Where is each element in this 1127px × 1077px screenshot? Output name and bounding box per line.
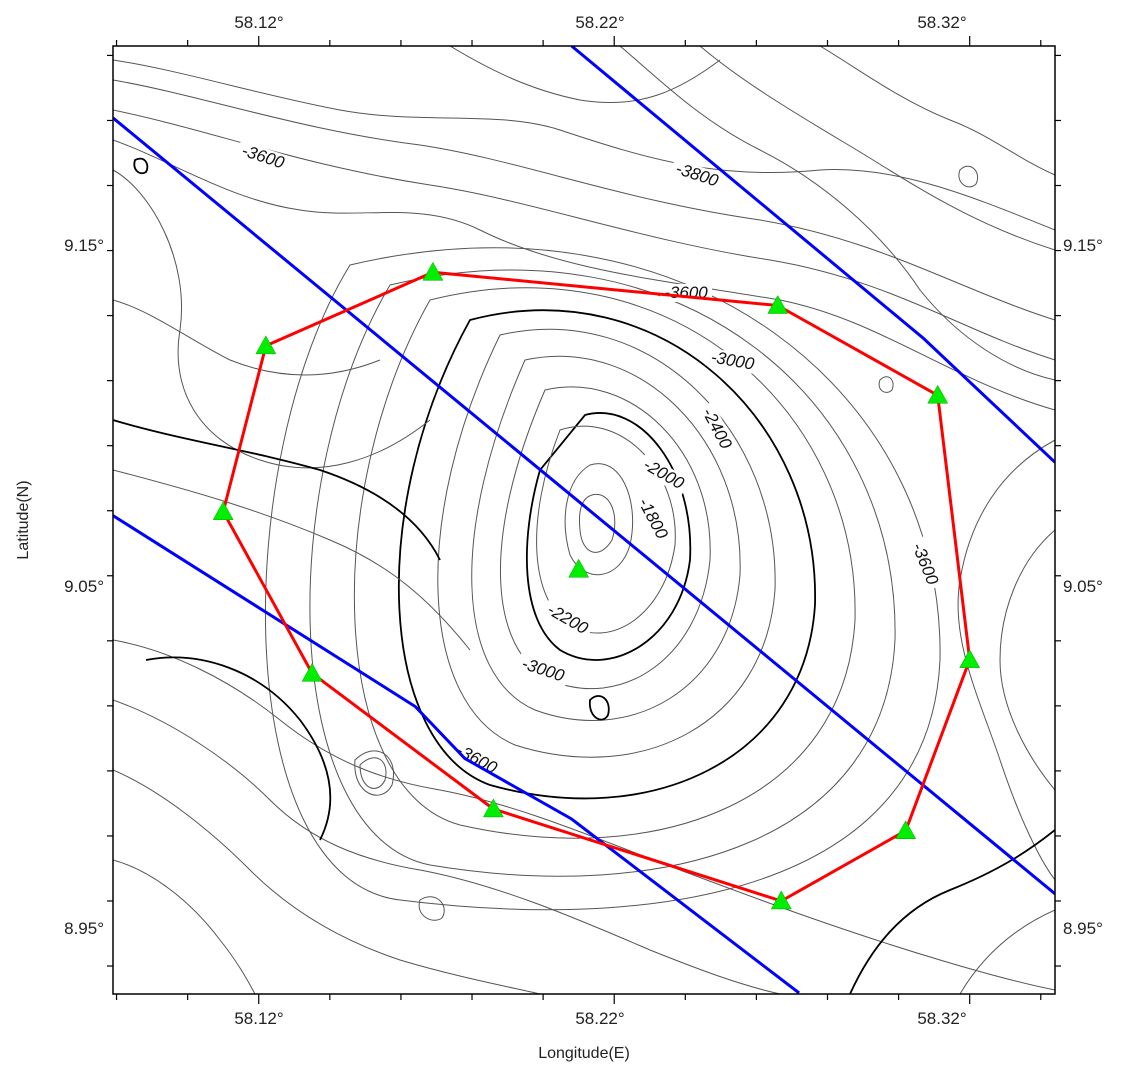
- x-tick-top-1: 58.12°: [234, 13, 283, 32]
- x-tick-bottom-3: 58.32°: [917, 1009, 966, 1028]
- station-marker-11: [255, 335, 277, 355]
- station-marker-10: [212, 501, 234, 520]
- y-tick-right-2: 9.05°: [1063, 577, 1103, 596]
- station-marker-4: [927, 384, 949, 404]
- profile-line-1: [113, 116, 1055, 895]
- profile-line-2: [113, 514, 801, 994]
- y-tick-right-1: 9.15°: [1063, 236, 1103, 255]
- x-tick-top-3: 58.32°: [917, 13, 966, 32]
- contour-label-bg: [906, 536, 943, 592]
- contour-label-bg: [636, 453, 691, 496]
- station-marker-7: [770, 890, 792, 910]
- y-tick-left-1: 9.15°: [64, 236, 104, 255]
- contour-label-bg: [705, 347, 760, 375]
- axis-ticks: [107, 36, 1061, 1004]
- y-axis-title: Latitude(N): [15, 480, 32, 559]
- plot-frame: [112, 45, 1056, 995]
- x-tick-bottom-1: 58.12°: [234, 1009, 283, 1028]
- y-tick-left-3: 8.95°: [64, 919, 104, 938]
- station-marker-8: [482, 798, 504, 818]
- contour-label-bg: [515, 653, 571, 687]
- station-layer: [212, 261, 981, 910]
- station-marker-2: [422, 261, 444, 281]
- x-tick-top-2: 58.22°: [575, 13, 624, 32]
- plot-background: [113, 46, 1055, 994]
- station-marker-9: [301, 662, 323, 682]
- x-axis-title: Longitude(E): [538, 1045, 630, 1062]
- station-marker-5: [959, 649, 981, 668]
- station-marker-1: [568, 558, 590, 578]
- y-tick-left-2: 9.05°: [64, 577, 104, 596]
- contour-layer: [113, 46, 1055, 994]
- contour-label-bg: [235, 140, 291, 174]
- contour-label-bg: [540, 598, 595, 641]
- profile-line-layer: [113, 46, 1055, 994]
- contour-label-bg: [449, 739, 504, 780]
- station-marker-3: [767, 295, 789, 314]
- contour-label-bg: [696, 401, 737, 456]
- profile-line-3: [570, 46, 1055, 464]
- contour-label-bg: [669, 158, 725, 192]
- x-tick-bottom-2: 58.22°: [575, 1009, 624, 1028]
- y-tick-right-3: 8.95°: [1063, 919, 1103, 938]
- contour-label-bg: [632, 491, 673, 546]
- station-marker-6: [895, 820, 917, 839]
